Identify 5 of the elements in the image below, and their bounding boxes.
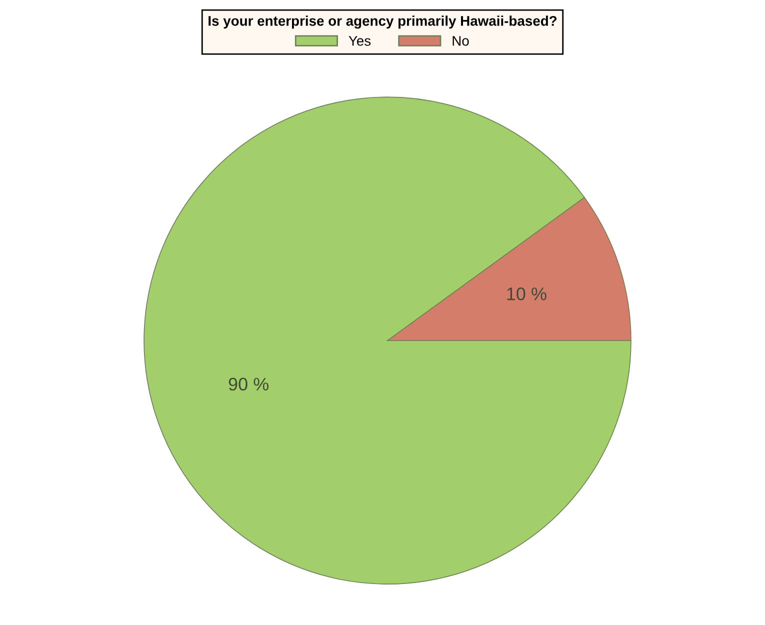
data-label: 90 %: [228, 378, 269, 391]
legend-title: Is your enterprise or agency primarily Hawaii-based?: [208, 16, 557, 29]
legend-label: No: [452, 36, 469, 46]
data-label: 10 %: [507, 287, 546, 300]
legend-label: Yes: [348, 36, 371, 46]
